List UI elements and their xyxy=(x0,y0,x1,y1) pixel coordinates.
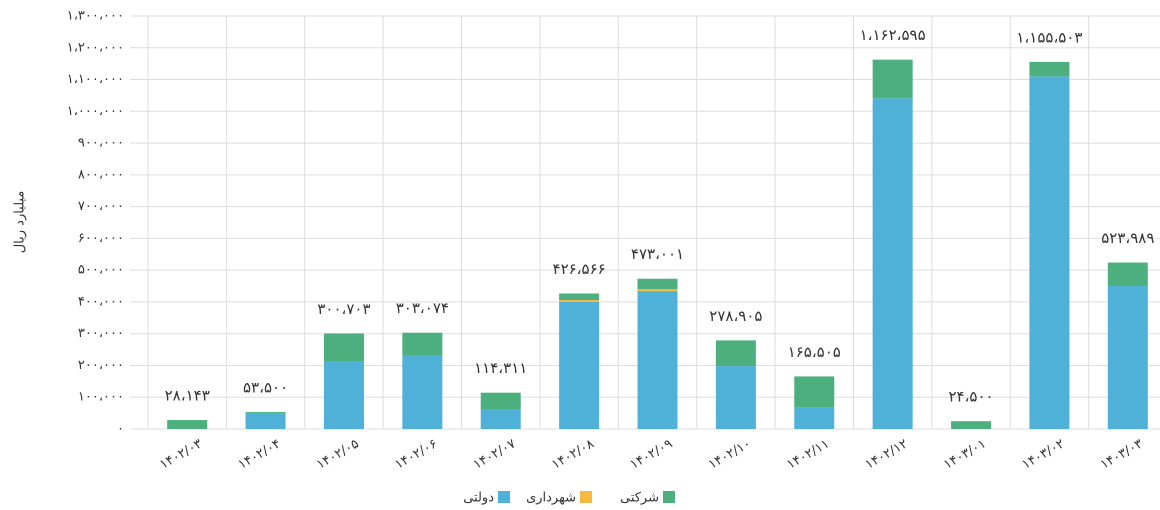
y-tick-label: ۹۰۰،۰۰۰ xyxy=(78,136,124,151)
x-tick-label: ۱۴۰۲/۰۵ xyxy=(314,436,362,472)
y-tick-label: ۲۰۰،۰۰۰ xyxy=(78,358,124,373)
total-label: ۴۲۶،۵۶۶ xyxy=(553,260,606,278)
bar-segment xyxy=(1107,262,1148,287)
total-label: ۱۱۴،۳۱۱ xyxy=(474,359,527,377)
bar-segment xyxy=(872,59,913,99)
x-tick-label: ۱۴۰۲/۰۹ xyxy=(628,436,676,472)
bar-segment xyxy=(715,340,756,367)
x-tick-label: ۱۴۰۳/۰۲ xyxy=(1020,436,1068,472)
legend-swatch xyxy=(498,491,510,503)
total-label: ۱،۱۵۵،۵۰۳ xyxy=(1016,28,1082,46)
total-label: ۵۲۳،۹۸۹ xyxy=(1101,229,1154,247)
bar-segment xyxy=(794,376,835,408)
bar-segment xyxy=(559,301,600,429)
y-tick-label: ۳۰۰،۰۰۰ xyxy=(78,326,124,341)
x-tick-label: ۱۴۰۲/۰۸ xyxy=(549,436,597,472)
bar-segment xyxy=(715,366,756,429)
bar-segment xyxy=(559,300,600,302)
legend-label: دولتی xyxy=(463,491,494,506)
x-tick-label: ۱۴۰۲/۰۶ xyxy=(393,437,441,473)
bar-segment xyxy=(480,392,521,409)
bar-segment xyxy=(402,354,443,429)
bar-segment xyxy=(1029,76,1070,429)
legend-label: شهرداری xyxy=(526,491,576,506)
bar-segment xyxy=(637,289,678,292)
x-tick-label: ۱۴۰۲/۱۰ xyxy=(706,437,754,473)
total-label: ۳۰۳،۰۷۴ xyxy=(396,299,449,317)
bar-segment xyxy=(559,293,600,301)
legend-label: شرکتی xyxy=(620,491,659,506)
bar-segment xyxy=(951,421,992,429)
legend-swatch xyxy=(663,491,675,503)
bar-segment xyxy=(167,420,208,429)
y-axis-label: میلیارد ریال xyxy=(13,191,28,254)
y-tick-label: ۱۰۰،۰۰۰ xyxy=(78,390,124,405)
y-tick-label: ۴۰۰،۰۰۰ xyxy=(78,294,124,309)
y-tick-label: ۷۰۰،۰۰۰ xyxy=(78,199,124,214)
y-tick-label: ۰ xyxy=(117,422,124,437)
y-tick-label: ۱،۲۰۰،۰۰۰ xyxy=(67,40,124,55)
total-label: ۲۴،۵۰۰ xyxy=(948,388,993,406)
bar-segment xyxy=(323,361,364,429)
bar-segment xyxy=(323,333,364,362)
y-tick-label: ۸۰۰،۰۰۰ xyxy=(78,167,124,182)
x-tick-label: ۱۴۰۲/۰۳ xyxy=(157,436,205,472)
bar-segment xyxy=(480,408,521,429)
bar-segment xyxy=(1107,286,1148,429)
x-tick-label: ۱۴۰۲/۰۴ xyxy=(236,436,284,472)
y-tick-label: ۶۰۰،۰۰۰ xyxy=(78,231,124,246)
bar-segment xyxy=(872,98,913,429)
bar-segment xyxy=(402,332,443,355)
total-label: ۵۳،۵۰۰ xyxy=(243,379,288,397)
bar-segment xyxy=(245,412,286,414)
bar-segment xyxy=(794,407,835,429)
bar-segment xyxy=(637,291,678,429)
total-label: ۲۸،۱۴۳ xyxy=(165,387,210,405)
y-tick-label: ۱،۱۰۰،۰۰۰ xyxy=(67,72,124,87)
x-tick-label: ۱۴۰۳/۰۱ xyxy=(941,437,989,473)
x-tick-label: ۱۴۰۲/۱۱ xyxy=(784,437,832,473)
bar-segment xyxy=(1029,61,1070,77)
total-label: ۳۰۰،۷۰۳ xyxy=(317,300,370,318)
y-tick-label: ۱،۰۰۰،۰۰۰ xyxy=(67,104,124,119)
total-label: ۴۷۳،۰۰۱ xyxy=(631,245,684,263)
y-tick-label: ۵۰۰،۰۰۰ xyxy=(78,263,124,278)
total-label: ۱،۱۶۲،۵۹۵ xyxy=(860,26,926,44)
bar-segment xyxy=(637,278,678,290)
total-label: ۱۶۵،۵۰۵ xyxy=(788,343,841,361)
y-tick-label: ۱،۳۰۰،۰۰۰ xyxy=(67,9,124,24)
legend-swatch xyxy=(580,491,592,503)
x-tick-label: ۱۴۰۳/۰۳ xyxy=(1098,436,1146,472)
total-label: ۲۷۸،۹۰۵ xyxy=(709,307,762,325)
x-tick-label: ۱۴۰۲/۰۷ xyxy=(471,436,519,472)
bar-segment xyxy=(245,413,286,429)
x-tick-label: ۱۴۰۲/۱۲ xyxy=(863,436,911,472)
